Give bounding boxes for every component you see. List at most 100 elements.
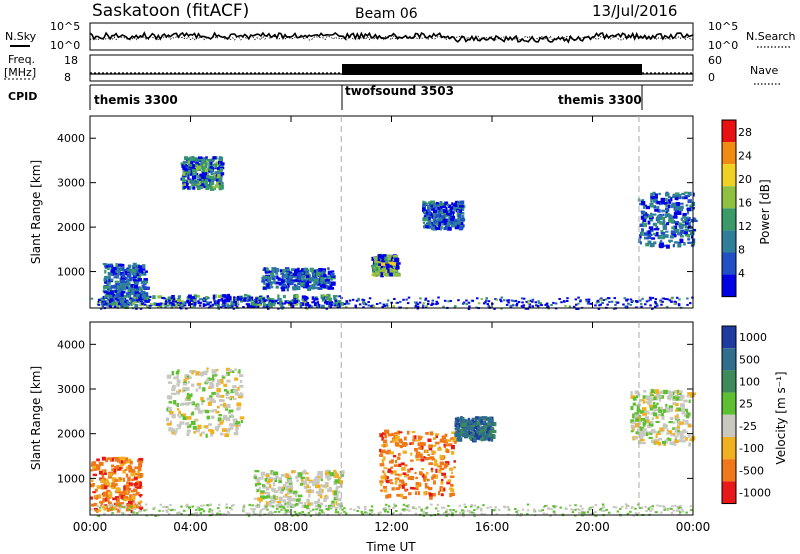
heatmap-cell (267, 281, 272, 285)
nsearch-label: N.Search (746, 30, 796, 43)
heatmap-cell (539, 510, 543, 513)
heatmap-cell (139, 298, 143, 303)
heatmap-cell (169, 509, 173, 512)
heatmap-cell (245, 512, 248, 515)
heatmap-cell (437, 447, 442, 451)
heatmap-cell (435, 435, 438, 439)
heatmap-cell (104, 279, 108, 284)
colorbar-tick-label: -100 (739, 442, 764, 455)
heatmap-cell (193, 299, 197, 302)
heatmap-cell (314, 279, 319, 282)
heatmap-cell (664, 230, 669, 233)
heatmap-cell (138, 457, 144, 461)
heatmap-cell (271, 505, 275, 508)
heatmap-cell (278, 300, 283, 304)
heatmap-cell (367, 304, 371, 307)
heatmap-cell (487, 422, 491, 425)
heatmap-cell (442, 512, 446, 515)
heatmap-cell (516, 509, 520, 512)
heatmap-cell (317, 507, 320, 510)
heatmap-cell (316, 475, 320, 479)
heatmap-cell (462, 515, 465, 517)
heatmap-cell (480, 437, 484, 442)
heatmap-cell (652, 407, 657, 411)
heatmap-cell (257, 296, 263, 302)
heatmap-cell (687, 241, 693, 244)
heatmap-cell (427, 453, 430, 456)
heatmap-cell (221, 428, 227, 432)
heatmap-cell (678, 194, 681, 198)
heatmap-cell (331, 500, 335, 504)
heatmap-cell (132, 297, 135, 301)
heatmap-cell (260, 509, 263, 512)
heatmap-cell (306, 498, 309, 503)
heatmap-cell (257, 505, 261, 508)
heatmap-cell (102, 289, 106, 293)
heatmap-cell (304, 477, 308, 481)
heatmap-cell (443, 221, 447, 225)
heatmap-cell (190, 297, 193, 300)
nave-label: Nave (750, 64, 778, 77)
heatmap-cell (318, 268, 323, 272)
heatmap-cell (640, 417, 645, 421)
heatmap-cell (252, 512, 256, 515)
heatmap-cell (156, 305, 160, 308)
heatmap-cell (200, 182, 204, 186)
heatmap-cell (106, 282, 110, 286)
heatmap-cell (185, 157, 190, 161)
heatmap-cell (503, 299, 506, 302)
heatmap-cell (155, 302, 161, 306)
colorbar-segment (722, 459, 736, 482)
heatmap-cell (451, 431, 457, 435)
heatmap-cell (649, 432, 653, 435)
heatmap-cell (129, 494, 133, 498)
heatmap-cell (98, 506, 102, 509)
heatmap-cell (126, 481, 131, 485)
heatmap-cell (187, 169, 191, 174)
heatmap-cell (278, 281, 282, 286)
heatmap-cell (130, 268, 136, 273)
heatmap-cell (597, 300, 600, 303)
heatmap-cell (240, 297, 243, 300)
heatmap-cell (119, 302, 124, 307)
heatmap-cell (670, 512, 674, 514)
heatmap-cell (300, 282, 304, 287)
heatmap-cell (186, 375, 189, 378)
heatmap-cell (123, 495, 129, 499)
heatmap-cell (127, 290, 131, 293)
heatmap-cell (599, 303, 602, 306)
cpid-segment-3: themis 3300 (558, 93, 642, 107)
velocity-ylabel: Slant Range [km] (29, 366, 43, 470)
heatmap-cell (642, 223, 646, 227)
heatmap-cell (428, 493, 433, 497)
heatmap-cell (637, 503, 640, 506)
heatmap-cell (134, 303, 139, 308)
heatmap-cell (684, 197, 688, 200)
heatmap-cell (313, 478, 317, 483)
heatmap-cell (180, 505, 183, 508)
heatmap-cell (670, 507, 673, 510)
heatmap-cell (384, 256, 388, 260)
heatmap-cell (331, 270, 335, 273)
heatmap-cell (475, 417, 478, 422)
heatmap-cell (386, 480, 390, 484)
heatmap-cell (168, 303, 172, 306)
heatmap-cell (641, 407, 647, 411)
heatmap-cell (183, 304, 187, 307)
heatmap-cell (690, 207, 694, 212)
heatmap-cell (643, 211, 646, 215)
heatmap-cell (143, 278, 148, 281)
heatmap-cell (337, 504, 340, 506)
heatmap-cell (106, 507, 110, 512)
heatmap-cell (395, 479, 398, 483)
heatmap-cell (659, 390, 665, 394)
heatmap-cell (327, 286, 332, 290)
heatmap-cell (110, 266, 113, 271)
heatmap-cell (202, 168, 207, 173)
colorbar-segment (722, 208, 736, 231)
heatmap-cell (525, 300, 528, 303)
heatmap-cell (375, 303, 379, 305)
heatmap-cell (673, 215, 678, 219)
heatmap-cell (668, 405, 673, 409)
